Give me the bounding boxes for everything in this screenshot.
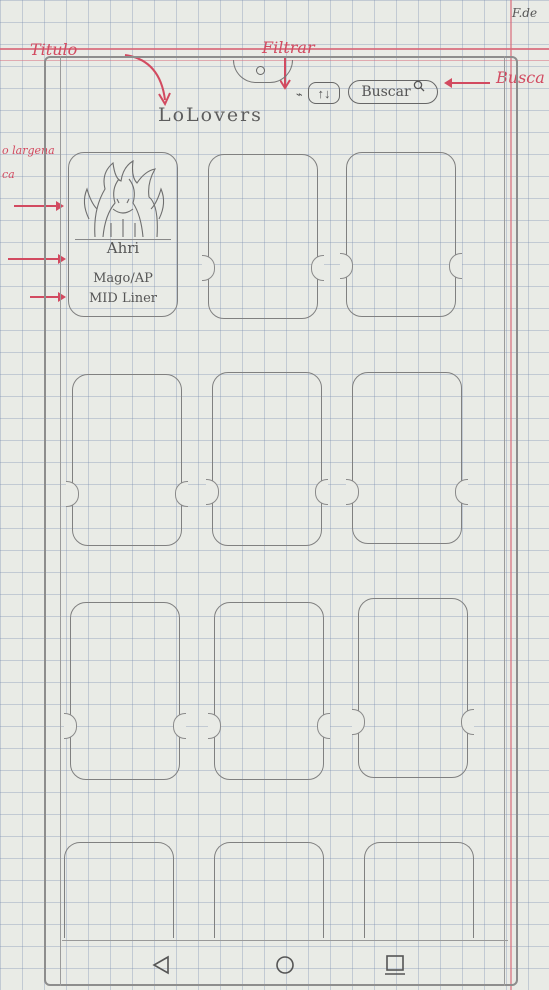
annotation-search: Busca <box>496 68 545 87</box>
recent-apps-icon <box>385 955 405 975</box>
camera-icon <box>256 66 265 75</box>
margin-line-right <box>510 0 512 990</box>
annotation-left-2: ca <box>2 168 15 181</box>
champion-card[interactable]: Ahri Mago/AP MID Liner <box>68 152 178 317</box>
home-circle-icon <box>276 956 294 974</box>
champion-card[interactable] <box>340 152 462 317</box>
phone-inner-line-left <box>60 56 61 986</box>
annotation-filter: Filtrar <box>262 38 315 57</box>
search-icon <box>413 80 425 95</box>
annotation-title: Titulo <box>30 40 78 59</box>
champion-card[interactable] <box>346 372 468 544</box>
champion-card[interactable] <box>364 842 474 938</box>
annotation-arrow-2 <box>8 254 66 264</box>
filter-button[interactable]: ↑↓ <box>308 82 340 104</box>
filter-prefix-icon: ⌁ <box>296 88 303 101</box>
corner-note: F.de <box>512 6 538 20</box>
champion-card[interactable] <box>64 602 186 780</box>
back-button[interactable] <box>146 950 176 980</box>
search-button[interactable]: Buscar <box>348 80 438 104</box>
home-button[interactable] <box>270 950 300 980</box>
recent-apps-button[interactable] <box>380 950 410 980</box>
champion-role-type: Mago/AP <box>93 271 153 286</box>
navigation-bar <box>62 940 508 987</box>
champion-card[interactable] <box>214 842 324 938</box>
champion-role-lane: MID Liner <box>88 291 158 306</box>
champion-card[interactable] <box>202 154 324 319</box>
search-label: Buscar <box>361 84 411 100</box>
champion-card[interactable] <box>64 842 174 938</box>
champion-portrait-icon <box>75 159 171 240</box>
phone-inner-line-right <box>504 56 505 986</box>
phone-frame <box>44 56 518 986</box>
back-triangle-icon <box>152 955 169 975</box>
sort-icon: ↑↓ <box>317 85 331 101</box>
annotation-arrow-3 <box>30 292 66 302</box>
champion-card[interactable] <box>206 372 328 546</box>
champion-card[interactable] <box>352 598 474 778</box>
app-title: LoLovers <box>158 104 263 126</box>
margin-line-top <box>0 48 549 50</box>
champion-name: Ahri <box>106 239 140 257</box>
champion-card[interactable] <box>208 602 330 780</box>
annotation-left-1: o largena <box>2 144 55 157</box>
champion-card[interactable] <box>66 374 188 546</box>
champion-role: Mago/AP MID Liner <box>69 269 177 309</box>
